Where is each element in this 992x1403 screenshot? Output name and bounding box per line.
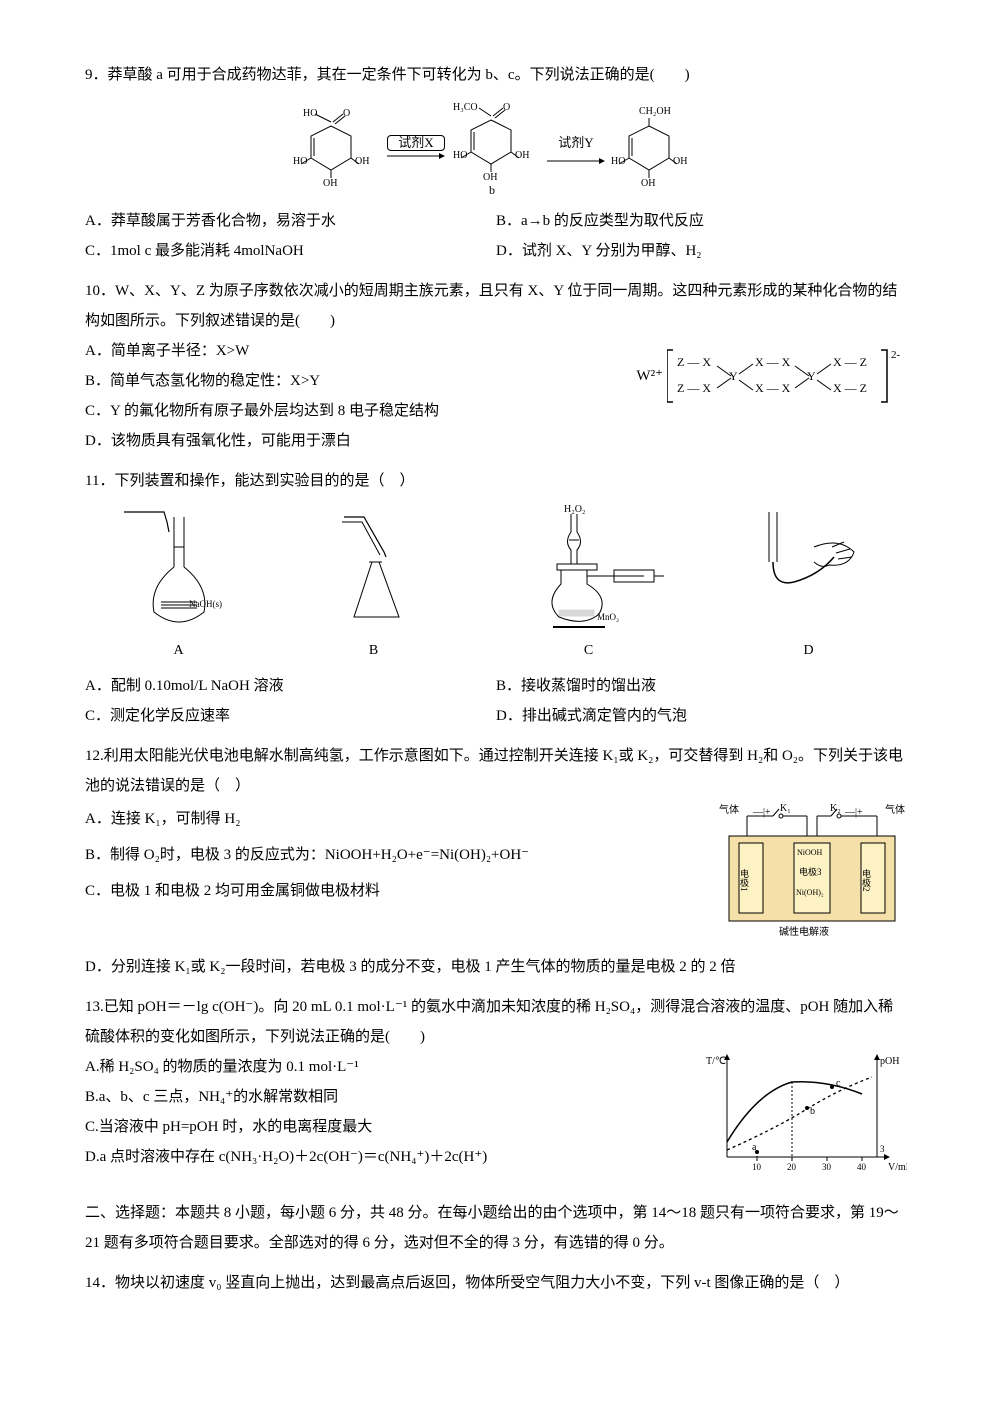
svg-text:OH: OH <box>323 178 337 189</box>
svg-text:电极2: 电极2 <box>861 868 871 892</box>
svg-text:HO: HO <box>303 108 317 119</box>
svg-text:OH: OH <box>673 156 687 167</box>
svg-text:X — X: X — X <box>755 381 791 395</box>
svg-text:30: 30 <box>822 1162 832 1172</box>
svg-text:T/℃: T/℃ <box>706 1056 726 1067</box>
reagent-y-label: 试剂Y <box>558 130 593 156</box>
q14-stem: 14．物块以初速度 v₀ 竖直向上抛出，达到最高点后返回，物体所受空气阻力大小不… <box>85 1268 907 1298</box>
svg-text:K₂: K₂ <box>830 803 841 814</box>
svg-text:气体: 气体 <box>719 803 739 816</box>
svg-text:pOH: pOH <box>880 1056 899 1067</box>
svg-text:NaOH(s): NaOH(s) <box>189 599 222 609</box>
device-b: B <box>314 507 434 665</box>
svg-text:b: b <box>810 1106 815 1117</box>
q10-cation: W²⁺ <box>636 361 663 391</box>
svg-text:H₂O₂: H₂O₂ <box>564 504 585 515</box>
mol-b-label: b <box>489 183 495 197</box>
svg-text:X — Z: X — Z <box>833 355 867 369</box>
question-13: 13.已知 pOH＝－lg c(OH⁻)。向 20 mL 0.1 mol·L⁻¹… <box>85 992 907 1188</box>
q9-opt-c: C．1mol c 最多能消耗 4molNaOH <box>85 236 496 266</box>
svg-text:电极3: 电极3 <box>799 866 822 877</box>
molecule-a: HO O HO OH OH <box>293 104 381 192</box>
svg-text:3: 3 <box>880 1144 885 1154</box>
label-a: A <box>173 637 183 665</box>
svg-text:Z — X: Z — X <box>677 381 711 395</box>
svg-text:X — X: X — X <box>755 355 791 369</box>
svg-text:K₁: K₁ <box>780 803 791 814</box>
svg-text:X — Z: X — Z <box>833 381 867 395</box>
svg-text:—|+: —|+ <box>752 807 771 818</box>
svg-text:Y: Y <box>807 369 816 383</box>
svg-text:Y: Y <box>729 369 738 383</box>
svg-text:2-: 2- <box>891 349 901 361</box>
q11-opt-d: D．排出碱式滴定管内的气泡 <box>496 701 907 731</box>
q11-opt-b: B．接收蒸馏时的馏出液 <box>496 671 907 701</box>
question-9: 9．莽草酸 a 可用于合成药物达菲，其在一定条件下可转化为 b、c。下列说法正确… <box>85 60 907 266</box>
reagent-x-box: 试剂X <box>387 135 445 151</box>
q12-stem: 12.利用太阳能光伏电池电解水制高纯氢，工作示意图如下。通过控制开关连接 K₁或… <box>85 741 907 801</box>
q12-opt-d: D．分别连接 K₁或 K₂一段时间，若电极 3 的成分不变，电极 1 产生气体的… <box>85 952 907 982</box>
device-d: D <box>744 507 874 665</box>
svg-text:CH₂OH: CH₂OH <box>639 106 671 117</box>
q11-options: A．配制 0.10mol/L NaOH 溶液 B．接收蒸馏时的馏出液 C．测定化… <box>85 671 907 731</box>
svg-text:电极1: 电极1 <box>739 868 749 892</box>
svg-text:OH: OH <box>515 150 529 161</box>
svg-text:Z — X: Z — X <box>677 355 711 369</box>
sec2-text: 二、选择题：本题共 8 小题，每小题 6 分，共 48 分。在每小题给出的由个选… <box>85 1198 907 1258</box>
q13-stem: 13.已知 pOH＝－lg c(OH⁻)。向 20 mL 0.1 mol·L⁻¹… <box>85 992 907 1052</box>
label-d: D <box>803 637 813 665</box>
q10-stem: 10．W、X、Y、Z 为原子序数依次减小的短周期主族元素，且只有 X、Y 位于同… <box>85 276 907 336</box>
svg-text:MnO₂: MnO₂ <box>597 612 619 622</box>
svg-text:OH: OH <box>355 156 369 167</box>
svg-text:20: 20 <box>787 1162 797 1172</box>
svg-text:40: 40 <box>857 1162 867 1172</box>
q11-devices: NaOH(s) A B H₂O₂ <box>85 502 907 665</box>
svg-text:OH: OH <box>483 172 497 183</box>
svg-text:Ni(OH)₂: Ni(OH)₂ <box>796 888 824 897</box>
q9-opt-a: A．莽草酸属于芳香化合物，易溶于水 <box>85 206 496 236</box>
device-a: NaOH(s) A <box>119 507 239 665</box>
svg-text:NiOOH: NiOOH <box>797 848 823 857</box>
section-2-header: 二、选择题：本题共 8 小题，每小题 6 分，共 48 分。在每小题给出的由个选… <box>85 1198 907 1258</box>
label-c: C <box>584 637 593 665</box>
molecule-c: CH₂OH HO OH OH <box>611 104 699 192</box>
device-c: H₂O₂ MnO₂ C <box>509 502 669 665</box>
q11-opt-c: C．测定化学反应速率 <box>85 701 496 731</box>
q11-stem: 11．下列装置和操作，能达到实验目的的是（ ） <box>85 466 907 496</box>
svg-text:V/mL: V/mL <box>888 1162 907 1173</box>
reagent-x-arrow: 试剂X <box>387 135 445 161</box>
q9-options: A．莽草酸属于芳香化合物，易溶于水 B．a→b 的反应类型为取代反应 C．1mo… <box>85 206 907 266</box>
q12-diagram: 气体 气体 K₁ K₂ —|+ —|+ 电极1 NiOOH 电极3 <box>717 801 907 952</box>
question-12: 12.利用太阳能光伏电池电解水制高纯氢，工作示意图如下。通过控制开关连接 K₁或… <box>85 741 907 982</box>
question-10: 10．W、X、Y、Z 为原子序数依次减小的短周期主族元素，且只有 X、Y 位于同… <box>85 276 907 456</box>
q10-opt-d: D．该物质具有强氧化性，可能用于漂白 <box>85 426 907 456</box>
q11-opt-a: A．配制 0.10mol/L NaOH 溶液 <box>85 671 496 701</box>
svg-text:气体: 气体 <box>885 803 905 816</box>
question-11: 11．下列装置和操作，能达到实验目的的是（ ） NaOH(s) A <box>85 466 907 731</box>
question-14: 14．物块以初速度 v₀ 竖直向上抛出，达到最高点后返回，物体所受空气阻力大小不… <box>85 1268 907 1298</box>
q13-chart: T/℃ pOH V/mL 10 20 30 40 3 a b c <box>702 1052 907 1188</box>
label-b: B <box>369 637 378 665</box>
svg-text:H₃CO: H₃CO <box>453 102 478 113</box>
q10-diagram: W²⁺ Z — X Z — X Y X — X X — X Y X — Z X … <box>636 346 907 406</box>
q9-stem: 9．莽草酸 a 可用于合成药物达菲，其在一定条件下可转化为 b、c。下列说法正确… <box>85 60 907 90</box>
svg-text:—|+: —|+ <box>844 807 863 818</box>
svg-text:OH: OH <box>641 178 655 189</box>
svg-text:c: c <box>836 1078 841 1089</box>
q9-opt-d: D．试剂 X、Y 分别为甲醇、H₂ <box>496 236 907 266</box>
svg-text:碱性电解液: 碱性电解液 <box>779 925 829 938</box>
svg-text:10: 10 <box>752 1162 762 1172</box>
reagent-y-arrow: 试剂Y <box>547 130 605 166</box>
q9-opt-b: B．a→b 的反应类型为取代反应 <box>496 206 907 236</box>
q9-reaction: HO O HO OH OH 试剂X H₃CO <box>85 98 907 198</box>
svg-text:a: a <box>752 1142 757 1153</box>
molecule-b: H₃CO O HO OH OH b <box>451 98 541 198</box>
